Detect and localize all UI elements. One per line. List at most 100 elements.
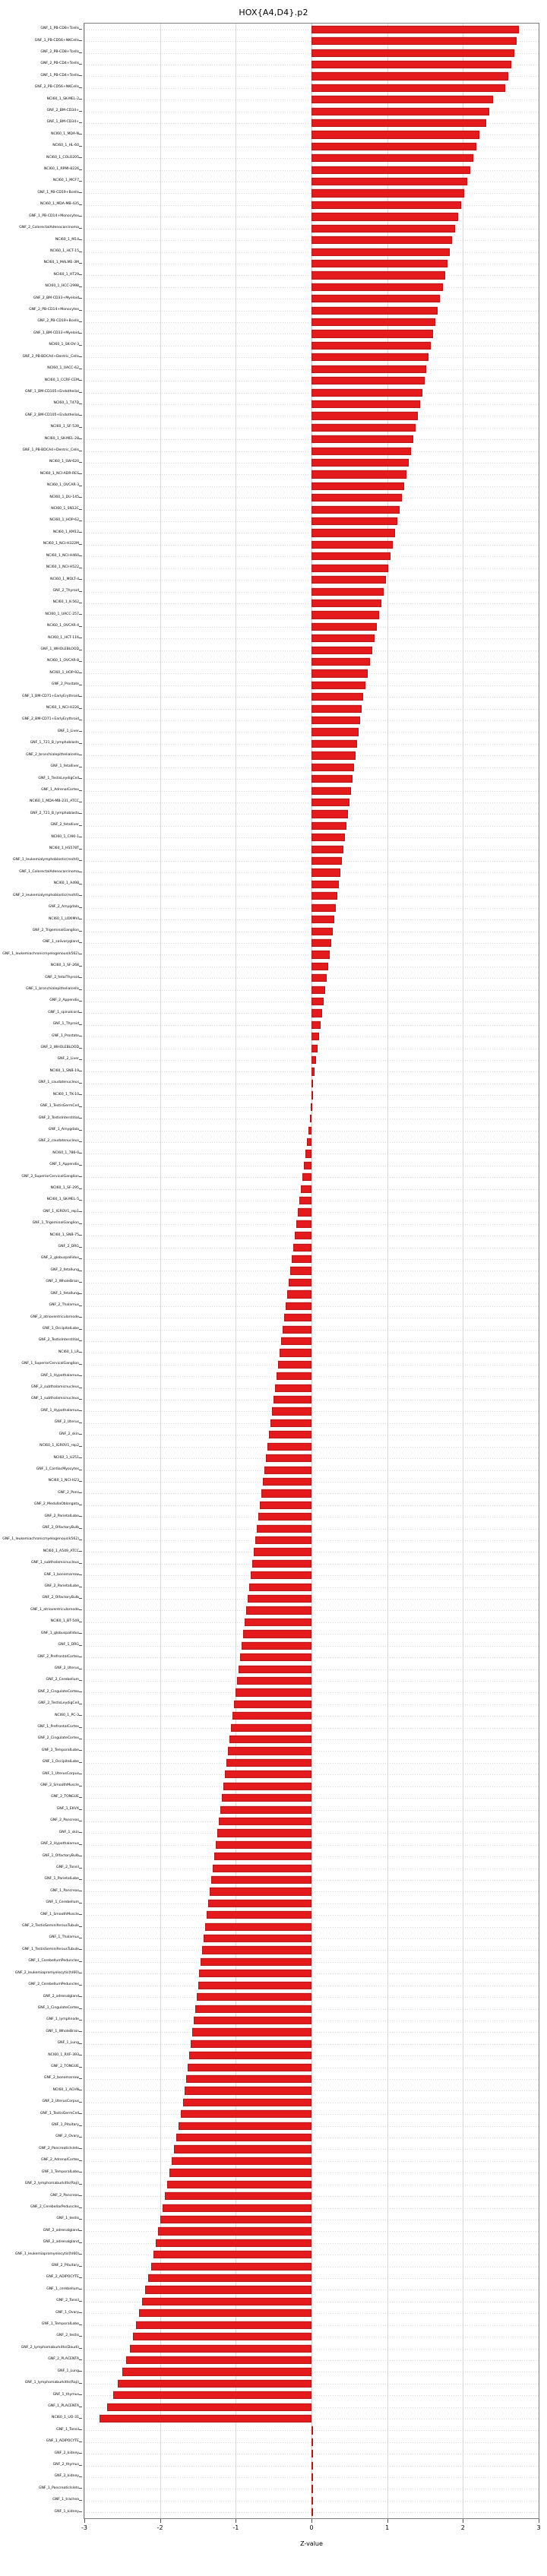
bar[interactable] bbox=[205, 1923, 311, 1931]
bar[interactable] bbox=[311, 986, 325, 994]
bar[interactable] bbox=[252, 1559, 311, 1568]
bar[interactable] bbox=[311, 1021, 321, 1029]
bar[interactable] bbox=[286, 1302, 311, 1310]
bar[interactable] bbox=[190, 2040, 311, 2048]
bar[interactable] bbox=[311, 962, 328, 970]
bar[interactable] bbox=[214, 1853, 311, 1861]
bar[interactable] bbox=[226, 1758, 311, 1767]
bar[interactable] bbox=[208, 1899, 311, 1907]
bar[interactable] bbox=[311, 400, 420, 409]
bar[interactable] bbox=[229, 1735, 311, 1744]
bar[interactable] bbox=[251, 1571, 311, 1580]
bar[interactable] bbox=[269, 1431, 311, 1439]
bar[interactable] bbox=[311, 435, 413, 444]
bar[interactable] bbox=[198, 1981, 311, 1989]
bar[interactable] bbox=[275, 1384, 311, 1392]
bar[interactable] bbox=[196, 1993, 311, 2002]
bar[interactable] bbox=[311, 2426, 313, 2435]
bar[interactable] bbox=[228, 1747, 311, 1755]
bar[interactable] bbox=[201, 1957, 311, 1966]
bar[interactable] bbox=[249, 1583, 311, 1591]
bar[interactable] bbox=[184, 2087, 311, 2095]
bar[interactable] bbox=[138, 2309, 311, 2318]
bar[interactable] bbox=[187, 2063, 311, 2071]
bar[interactable] bbox=[311, 938, 331, 948]
bar[interactable] bbox=[240, 1654, 311, 1662]
bar[interactable] bbox=[311, 576, 386, 584]
bar[interactable] bbox=[311, 482, 404, 490]
bar[interactable] bbox=[311, 2485, 313, 2493]
bar[interactable] bbox=[311, 447, 411, 455]
bar[interactable] bbox=[311, 869, 340, 877]
bar[interactable] bbox=[293, 1243, 311, 1252]
bar[interactable] bbox=[311, 775, 353, 783]
bar[interactable] bbox=[270, 1419, 311, 1427]
bar[interactable] bbox=[272, 1407, 311, 1416]
bar[interactable] bbox=[311, 1103, 312, 1111]
bar[interactable] bbox=[311, 1091, 313, 1100]
bar[interactable] bbox=[311, 213, 459, 221]
bar[interactable] bbox=[311, 821, 346, 830]
bar[interactable] bbox=[311, 271, 446, 280]
bar[interactable] bbox=[311, 376, 425, 385]
bar[interactable] bbox=[311, 1079, 313, 1087]
bar[interactable] bbox=[193, 2016, 311, 2025]
bar[interactable] bbox=[311, 704, 362, 713]
bar[interactable] bbox=[311, 646, 372, 654]
bar[interactable] bbox=[311, 927, 333, 935]
bar[interactable] bbox=[311, 880, 339, 888]
bar[interactable] bbox=[308, 1126, 311, 1135]
bar[interactable] bbox=[150, 2262, 311, 2271]
bar[interactable] bbox=[307, 1138, 311, 1147]
bar[interactable] bbox=[175, 2133, 311, 2142]
bar[interactable] bbox=[311, 1068, 315, 1076]
bar[interactable] bbox=[129, 2344, 311, 2353]
bar[interactable] bbox=[311, 201, 462, 209]
bar[interactable] bbox=[178, 2122, 311, 2130]
bar[interactable] bbox=[274, 1395, 311, 1404]
bar[interactable] bbox=[311, 611, 379, 619]
bar[interactable] bbox=[311, 845, 343, 853]
bar[interactable] bbox=[311, 587, 384, 596]
bar[interactable] bbox=[311, 693, 363, 701]
bar[interactable] bbox=[169, 2169, 311, 2177]
bar[interactable] bbox=[311, 529, 395, 537]
bar[interactable] bbox=[239, 1665, 311, 1673]
bar[interactable] bbox=[311, 494, 402, 502]
bar[interactable] bbox=[287, 1290, 311, 1299]
bar[interactable] bbox=[311, 330, 434, 338]
bar[interactable] bbox=[311, 2450, 313, 2458]
bar[interactable] bbox=[311, 353, 429, 362]
bar[interactable] bbox=[153, 2251, 311, 2259]
bar[interactable] bbox=[311, 96, 494, 104]
bar[interactable] bbox=[311, 84, 506, 92]
bar[interactable] bbox=[248, 1594, 311, 1603]
bar[interactable] bbox=[311, 1033, 319, 1041]
bar[interactable] bbox=[311, 810, 348, 818]
bar[interactable] bbox=[188, 2052, 311, 2060]
bar[interactable] bbox=[277, 1372, 311, 1381]
bar[interactable] bbox=[194, 2005, 311, 2013]
bar[interactable] bbox=[311, 248, 451, 256]
bar[interactable] bbox=[207, 1911, 311, 1919]
bar[interactable] bbox=[311, 37, 517, 46]
bar[interactable] bbox=[234, 1700, 311, 1708]
bar[interactable] bbox=[311, 412, 418, 420]
bar[interactable] bbox=[311, 224, 456, 233]
bar[interactable] bbox=[311, 1009, 322, 1017]
bar[interactable] bbox=[311, 458, 409, 467]
bar[interactable] bbox=[311, 728, 359, 736]
bar[interactable] bbox=[258, 1513, 311, 1521]
bar[interactable] bbox=[311, 259, 448, 268]
bar[interactable] bbox=[311, 997, 324, 1006]
bar[interactable] bbox=[311, 2461, 313, 2470]
bar[interactable] bbox=[311, 142, 477, 150]
bar[interactable] bbox=[311, 834, 345, 842]
bar[interactable] bbox=[311, 552, 390, 561]
bar[interactable] bbox=[311, 2496, 313, 2505]
bar[interactable] bbox=[311, 177, 468, 186]
bar[interactable] bbox=[311, 951, 330, 959]
bar[interactable] bbox=[311, 423, 416, 432]
bar[interactable] bbox=[246, 1606, 311, 1615]
bar[interactable] bbox=[311, 470, 406, 479]
